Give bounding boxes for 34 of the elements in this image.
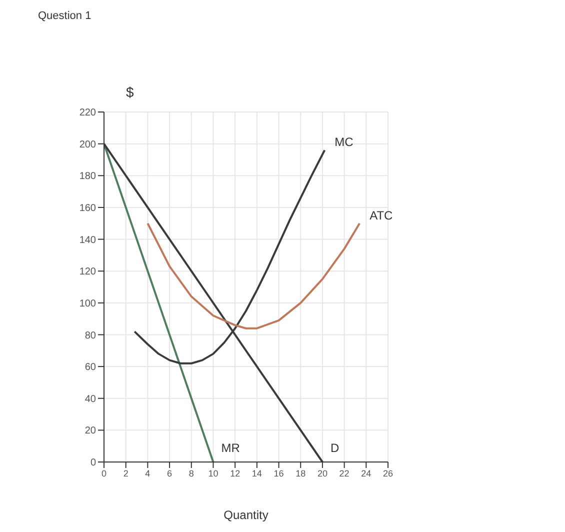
y-tick-label: 60 (84, 362, 96, 374)
y-tick-label: 220 (79, 108, 96, 119)
y-tick-label: 120 (79, 266, 96, 278)
y-axis-title: $ (126, 84, 134, 100)
x-axis-title: Quantity (222, 508, 270, 522)
y-tick-label: 140 (79, 234, 96, 246)
x-tick-label: 0 (101, 468, 107, 478)
y-tick-label: 180 (79, 171, 96, 182)
x-tick-label: 6 (167, 468, 172, 478)
chart-title: Question 1 (37, 9, 92, 22)
y-tick-label: 20 (84, 426, 96, 437)
series-label: MC (334, 135, 354, 150)
y-tick-label: 40 (84, 394, 96, 405)
x-tick-label: 4 (145, 468, 150, 478)
series-label: D (330, 441, 340, 455)
x-tick-label: 12 (230, 468, 240, 478)
x-tick-label: 18 (296, 468, 306, 478)
series-label: MR (221, 441, 240, 455)
y-tick-label: 100 (79, 298, 96, 310)
x-tick-label: 24 (361, 468, 372, 478)
x-tick-label: 22 (339, 468, 350, 478)
line-series (146, 222, 361, 330)
x-tick-label: 14 (252, 468, 262, 478)
x-tick-label: 2 (123, 468, 128, 478)
x-tick-label: 16 (274, 468, 284, 478)
x-tick-label: 26 (382, 468, 394, 478)
x-tick-label: 10 (208, 468, 218, 478)
series-label: ATC (370, 208, 394, 222)
x-tick-label: 20 (317, 468, 328, 478)
x-tick-label: 8 (188, 468, 194, 478)
y-tick-label: 200 (79, 139, 96, 150)
y-tick-label: 160 (79, 203, 96, 214)
y-tick-label: 0 (90, 458, 96, 469)
y-tick-label: 80 (84, 330, 96, 342)
